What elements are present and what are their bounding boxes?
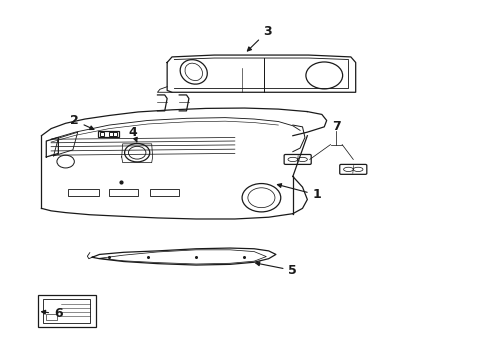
Text: 6: 6	[41, 307, 62, 320]
Bar	[46, 314, 57, 320]
Bar	[98, 131, 119, 138]
Text: 7: 7	[331, 120, 340, 133]
Text: 1: 1	[277, 184, 321, 201]
Text: 5: 5	[255, 262, 297, 277]
Text: 2: 2	[70, 114, 94, 130]
Bar	[150, 189, 179, 196]
Bar	[43, 300, 90, 323]
Bar	[38, 295, 95, 327]
Bar	[68, 189, 99, 196]
Text: 4: 4	[129, 126, 138, 142]
Text: 3: 3	[247, 24, 271, 51]
Bar	[109, 189, 138, 196]
